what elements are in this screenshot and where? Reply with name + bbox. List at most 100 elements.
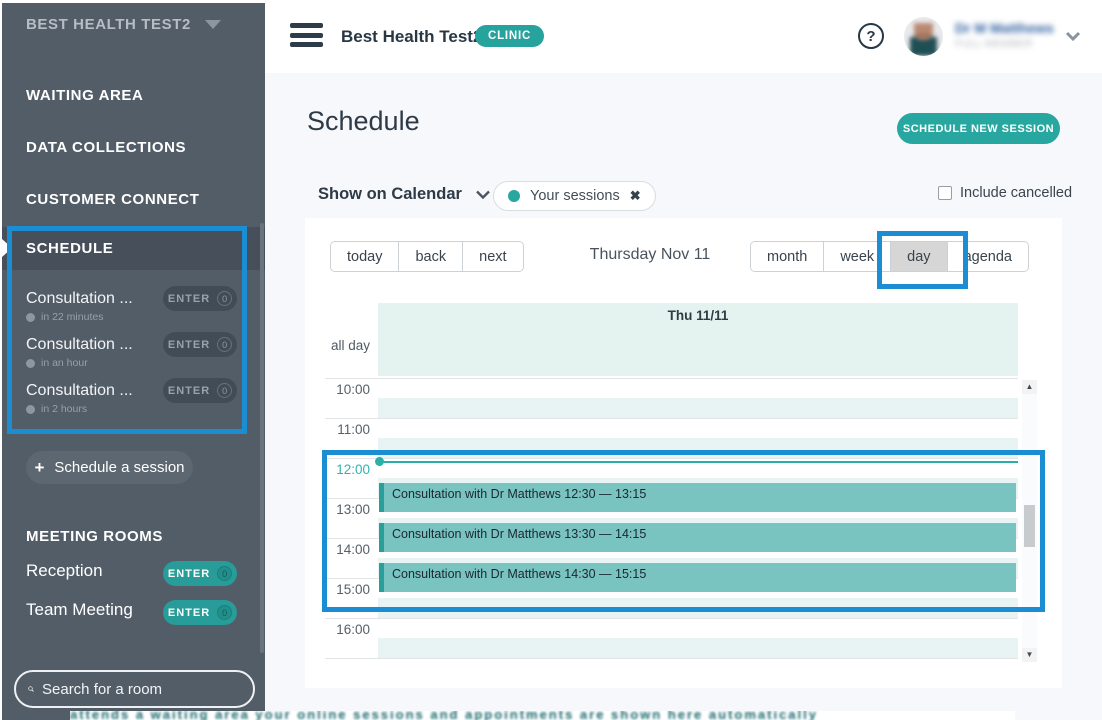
session-list-item[interactable]: Consultation ... in 2 hours ENTER 0 bbox=[26, 378, 247, 423]
enter-label: ENTER bbox=[167, 606, 211, 619]
redacted-text: attends a waiting area your online sessi… bbox=[70, 711, 818, 720]
participant-count-badge: 0 bbox=[217, 337, 233, 352]
hour-gridlines bbox=[325, 378, 1018, 662]
view-week-button[interactable]: week bbox=[823, 242, 891, 271]
session-countdown-label: in 22 minutes bbox=[41, 311, 104, 323]
org-switcher[interactable]: BEST HEALTH TEST2 bbox=[26, 16, 221, 33]
today-button[interactable]: today bbox=[331, 242, 399, 271]
all-day-label: all day bbox=[330, 338, 370, 353]
active-item-arrow-icon bbox=[2, 239, 12, 257]
participant-count-badge: 0 bbox=[217, 291, 233, 306]
room-search-input[interactable] bbox=[42, 680, 241, 698]
view-day-button[interactable]: day bbox=[890, 242, 947, 271]
search-icon bbox=[28, 686, 34, 692]
sidebar-item-schedule-label: SCHEDULE bbox=[26, 240, 114, 257]
schedule-new-session-button[interactable]: SCHEDULE NEW SESSION bbox=[897, 113, 1060, 144]
chevron-down-icon bbox=[204, 20, 221, 29]
participant-count-badge: 0 bbox=[217, 383, 233, 398]
view-agenda-button[interactable]: agenda bbox=[946, 242, 1028, 271]
include-cancelled-label: Include cancelled bbox=[960, 185, 1073, 201]
calendar-event[interactable]: Consultation with Dr Matthews 12:30 — 13… bbox=[379, 483, 1016, 512]
time-grid[interactable]: 10:00 11:00 12:00 13:00 14:00 15:00 16:0… bbox=[325, 378, 1018, 662]
room-list-item[interactable]: Reception ENTER 0 bbox=[26, 561, 247, 589]
time-label: 16:00 bbox=[336, 622, 370, 637]
time-label: 11:00 bbox=[337, 422, 370, 437]
clinic-title: Best Health Test2 bbox=[341, 27, 483, 46]
clinic-badge: CLINIC bbox=[475, 25, 545, 47]
status-dot-icon bbox=[26, 358, 35, 368]
session-countdown: in an hour bbox=[26, 357, 247, 369]
session-countdown-label: in an hour bbox=[41, 357, 88, 369]
sidebar-item-schedule[interactable]: SCHEDULE bbox=[2, 227, 265, 270]
scroll-up-icon[interactable]: ▲ bbox=[1022, 380, 1037, 394]
current-time-line bbox=[379, 461, 1018, 463]
chevron-down-icon bbox=[476, 190, 490, 199]
sidebar-item-waiting-area[interactable]: WAITING AREA bbox=[26, 87, 144, 104]
sidebar-item-customer-connect[interactable]: CUSTOMER CONNECT bbox=[26, 191, 200, 208]
calendar-nav-group: today back next bbox=[330, 241, 524, 272]
session-title: Consultation ... bbox=[26, 290, 133, 307]
calendar-event[interactable]: Consultation with Dr Matthews 14:30 — 15… bbox=[379, 563, 1016, 592]
event-label: Consultation with Dr Matthews 14:30 — 15… bbox=[392, 567, 647, 581]
time-label: 15:00 bbox=[336, 582, 370, 597]
calendar-date-label: Thursday Nov 11 bbox=[589, 246, 711, 263]
all-day-row[interactable] bbox=[378, 303, 1018, 376]
status-dot-icon bbox=[26, 404, 35, 414]
event-label: Consultation with Dr Matthews 13:30 — 14… bbox=[392, 527, 647, 541]
participant-count-badge: 0 bbox=[217, 566, 233, 581]
enter-room-button[interactable]: ENTER 0 bbox=[163, 600, 237, 625]
session-title: Consultation ... bbox=[26, 382, 133, 399]
include-cancelled-control: Include cancelled bbox=[938, 185, 1072, 201]
participant-count-badge: 0 bbox=[217, 605, 233, 620]
scroll-down-icon[interactable]: ▼ bbox=[1022, 648, 1037, 662]
user-role: FULL MEMBER bbox=[955, 38, 1033, 50]
remove-filter-icon[interactable]: ✖ bbox=[629, 188, 641, 203]
scrollbar-thumb[interactable] bbox=[1024, 505, 1035, 547]
meeting-rooms-header: MEETING ROOMS bbox=[26, 528, 163, 545]
hamburger-menu-icon[interactable] bbox=[290, 23, 323, 52]
user-menu[interactable]: Dr M Matthews FULL MEMBER bbox=[955, 20, 1054, 50]
session-countdown: in 22 minutes bbox=[26, 311, 247, 323]
enter-session-button[interactable]: ENTER 0 bbox=[163, 332, 237, 357]
next-button[interactable]: next bbox=[462, 242, 523, 271]
time-label-current: 12:00 bbox=[336, 462, 370, 477]
chevron-down-icon[interactable] bbox=[1065, 31, 1081, 41]
session-list-item[interactable]: Consultation ... in 22 minutes ENTER 0 bbox=[26, 286, 247, 331]
schedule-session-label: Schedule a session bbox=[54, 459, 185, 476]
calendar-event[interactable]: Consultation with Dr Matthews 13:30 — 14… bbox=[379, 523, 1016, 552]
page-title: Schedule bbox=[307, 106, 420, 136]
schedule-session-button[interactable]: + Schedule a session bbox=[26, 451, 193, 484]
enter-label: ENTER bbox=[167, 292, 211, 305]
enter-label: ENTER bbox=[167, 338, 211, 351]
calendar-scrollbar[interactable]: ▲ ▼ bbox=[1022, 380, 1037, 662]
sidebar-scrollbar[interactable] bbox=[260, 223, 264, 653]
session-list-item[interactable]: Consultation ... in an hour ENTER 0 bbox=[26, 332, 247, 377]
show-on-calendar-label: Show on Calendar bbox=[318, 185, 462, 203]
redacted-text-strip: attends a waiting area your online sessi… bbox=[70, 711, 1015, 720]
enter-session-button[interactable]: ENTER 0 bbox=[163, 286, 237, 311]
sidebar: BEST HEALTH TEST2 WAITING AREA DATA COLL… bbox=[2, 3, 265, 720]
enter-label: ENTER bbox=[167, 567, 211, 580]
enter-session-button[interactable]: ENTER 0 bbox=[163, 378, 237, 403]
show-on-calendar-dropdown[interactable]: Show on Calendar bbox=[318, 185, 490, 204]
sidebar-item-data-collections[interactable]: DATA COLLECTIONS bbox=[26, 139, 187, 156]
room-search bbox=[14, 670, 255, 708]
filter-pill-label: Your sessions bbox=[530, 188, 620, 204]
time-label: 13:00 bbox=[336, 502, 370, 517]
room-name: Reception bbox=[26, 561, 103, 580]
room-name: Team Meeting bbox=[26, 600, 133, 619]
your-sessions-filter-pill[interactable]: Your sessions ✖ bbox=[493, 181, 656, 211]
help-glyph: ? bbox=[866, 27, 876, 45]
help-icon[interactable]: ? bbox=[858, 23, 884, 49]
time-label: 14:00 bbox=[336, 542, 370, 557]
teal-dot-icon bbox=[508, 190, 520, 202]
room-list-item[interactable]: Team Meeting ENTER 0 bbox=[26, 600, 247, 628]
enter-room-button[interactable]: ENTER 0 bbox=[163, 561, 237, 586]
view-month-button[interactable]: month bbox=[751, 242, 824, 271]
event-label: Consultation with Dr Matthews 12:30 — 13… bbox=[392, 487, 647, 501]
include-cancelled-checkbox[interactable] bbox=[938, 186, 952, 200]
avatar[interactable] bbox=[904, 17, 943, 56]
org-name: BEST HEALTH TEST2 bbox=[26, 16, 191, 33]
back-button[interactable]: back bbox=[398, 242, 463, 271]
